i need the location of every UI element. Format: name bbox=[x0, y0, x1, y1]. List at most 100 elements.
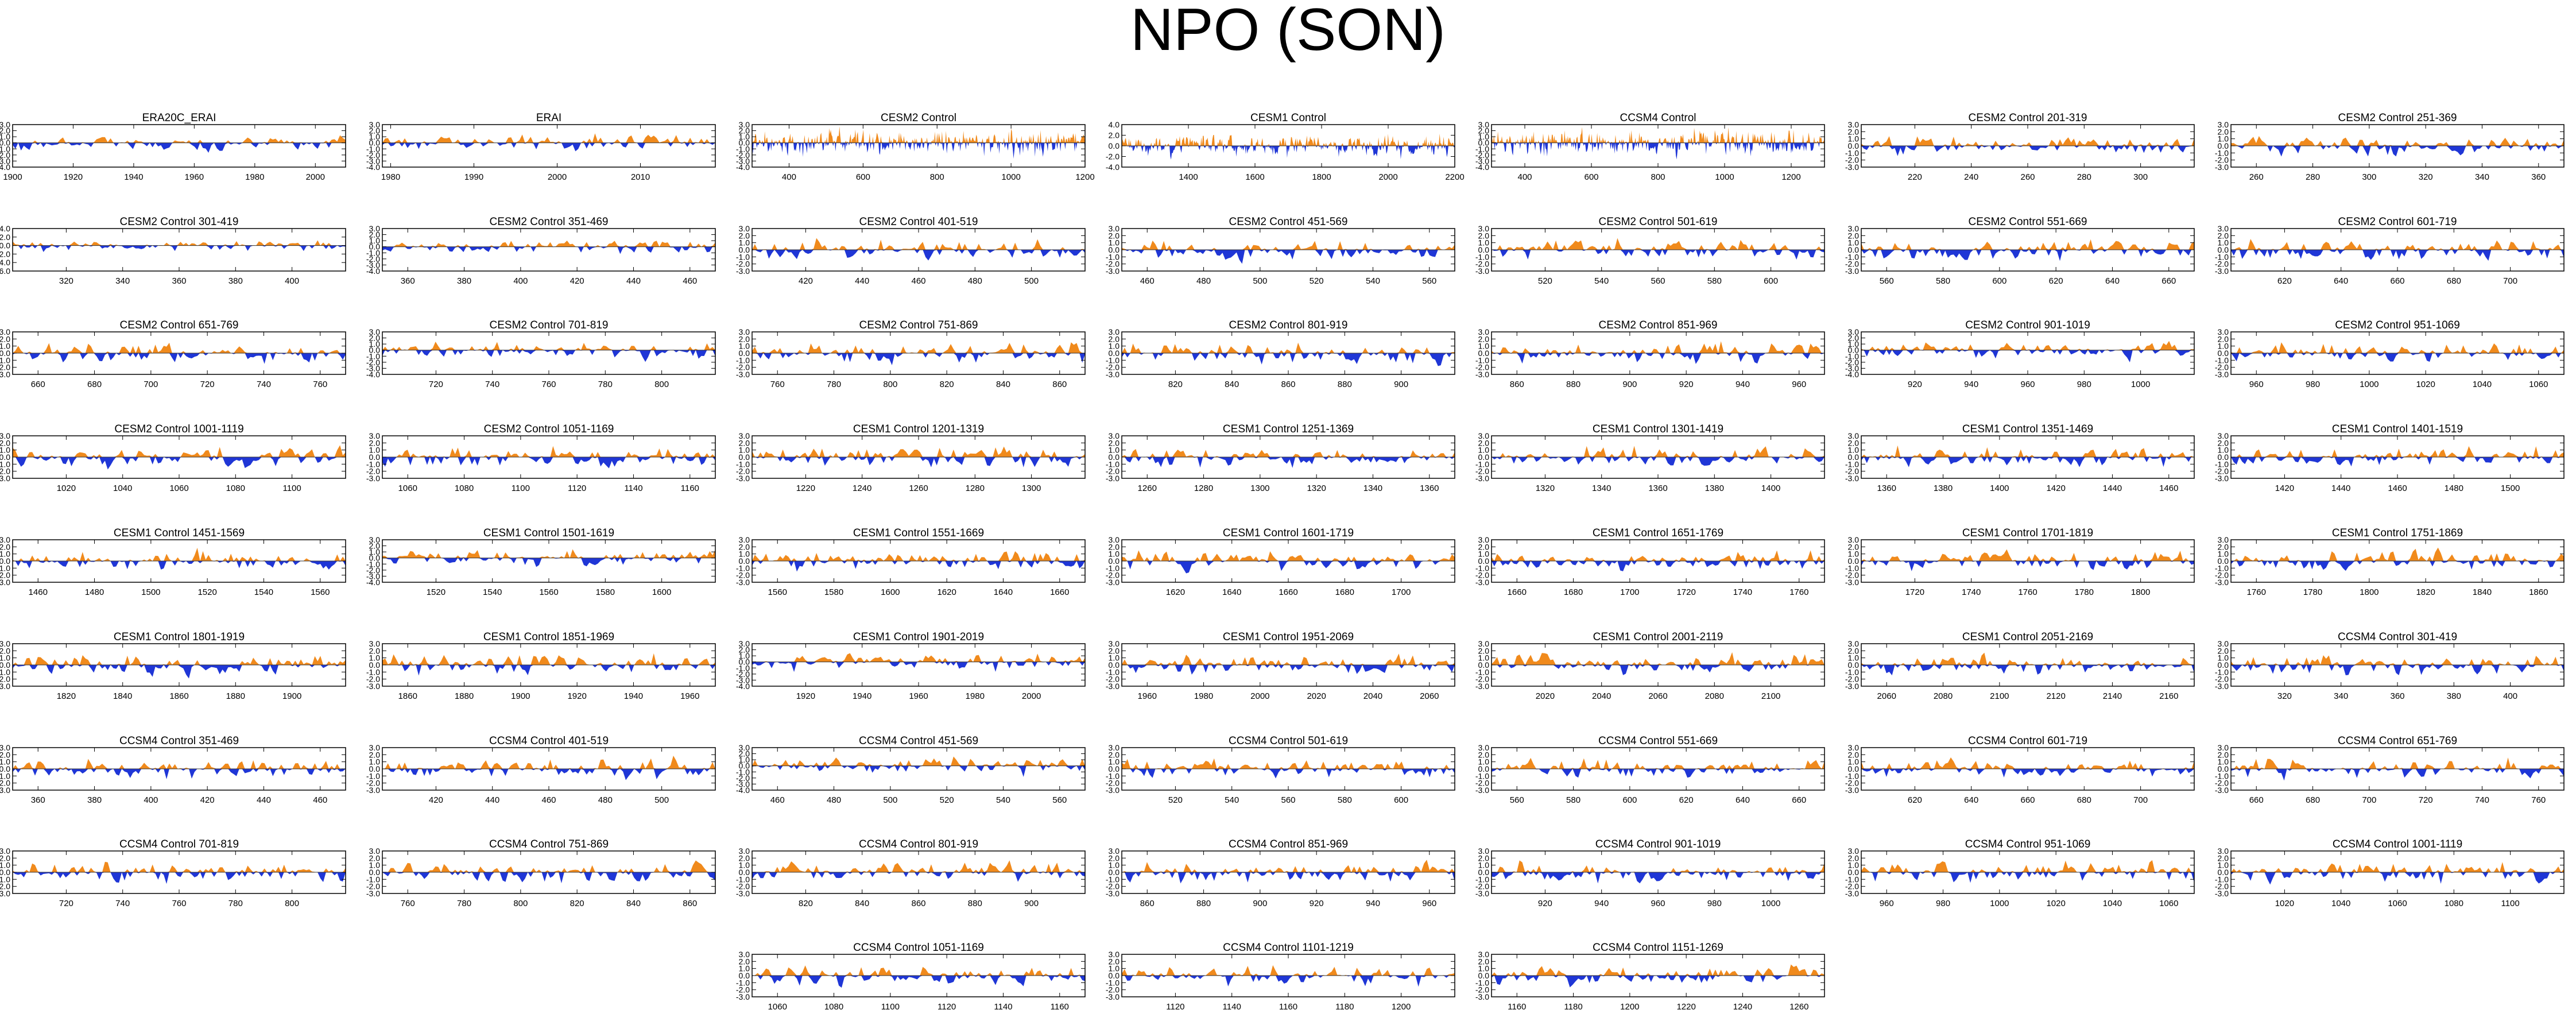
positive-area bbox=[382, 860, 715, 872]
y-tick-label: -3.0 bbox=[1475, 889, 1489, 898]
y-tick-label: 1.0 bbox=[1478, 757, 1490, 767]
negative-area bbox=[752, 561, 1085, 572]
x-tick-label: 740 bbox=[485, 380, 499, 389]
y-tick-label: -2.0 bbox=[366, 254, 380, 264]
panel-title: CCSM4 Control 1101-1219 bbox=[1223, 942, 1354, 954]
x-tick-label: 640 bbox=[2105, 276, 2120, 286]
x-tick-label: 720 bbox=[429, 380, 443, 389]
chart-panel: CCSM4 Control 751-869 -3.0-2.0-1.00.01.02… bbox=[366, 838, 716, 908]
y-tick-label: 1.0 bbox=[1109, 342, 1120, 351]
x-tick-label: 560 bbox=[1422, 276, 1436, 286]
y-tick-label: 1.0 bbox=[1848, 446, 1860, 455]
negative-area bbox=[2231, 561, 2564, 571]
x-tick-label: 960 bbox=[2020, 380, 2035, 389]
chart-panel: CESM1 Control 1801-1919 -3.0-2.0-1.00.01.… bbox=[0, 631, 346, 701]
y-tick-label: 0.0 bbox=[1478, 868, 1490, 877]
negative-area bbox=[1492, 457, 1824, 466]
x-tick-label: 500 bbox=[1024, 276, 1039, 286]
y-tick-label: -2.0 bbox=[736, 363, 750, 372]
negative-area bbox=[1122, 872, 1455, 884]
positive-area bbox=[13, 135, 346, 143]
y-tick-label: -1.0 bbox=[0, 667, 10, 676]
y-tick-label: 0.0 bbox=[0, 556, 10, 566]
y-tick-label: 0.0 bbox=[0, 868, 10, 877]
y-tick-label: -2.0 bbox=[1475, 882, 1489, 891]
y-tick-label: -3.0 bbox=[2215, 682, 2229, 691]
x-tick-label: 2060 bbox=[1877, 691, 1896, 701]
negative-area bbox=[1492, 665, 1824, 675]
y-tick-label: 1.0 bbox=[1848, 550, 1860, 559]
x-tick-label: 2200 bbox=[1445, 172, 1464, 182]
y-tick-label: 2.0 bbox=[0, 750, 10, 759]
x-tick-label: 700 bbox=[144, 380, 158, 389]
y-tick-label: 1.0 bbox=[2218, 653, 2229, 663]
x-tick-label: 1120 bbox=[938, 1002, 956, 1012]
y-tick-label: -4.0 bbox=[366, 370, 380, 379]
y-tick-label: -1.0 bbox=[1845, 148, 1859, 157]
positive-area bbox=[1861, 445, 2194, 457]
y-tick-label: -1.0 bbox=[1845, 252, 1859, 261]
y-tick-label: -1.0 bbox=[1475, 978, 1489, 987]
y-tick-label: 2.0 bbox=[1848, 438, 1860, 447]
x-tick-label: 1700 bbox=[1392, 587, 1411, 597]
y-tick-label: -3.0 bbox=[1845, 266, 1859, 276]
x-tick-label: 900 bbox=[1024, 899, 1039, 908]
x-tick-label: 560 bbox=[1651, 276, 1665, 286]
panel-title: CCSM4 Control 1051-1169 bbox=[853, 942, 984, 954]
x-tick-label: 2000 bbox=[306, 172, 325, 182]
x-tick-label: 1420 bbox=[2275, 483, 2294, 493]
x-tick-label: 1000 bbox=[1001, 172, 1020, 182]
x-tick-label: 880 bbox=[1196, 899, 1211, 908]
x-tick-label: 1660 bbox=[1508, 587, 1527, 597]
y-tick-label: 3.0 bbox=[0, 431, 10, 440]
y-tick-label: -2.0 bbox=[1106, 985, 1120, 995]
y-tick-label: -1.0 bbox=[1106, 252, 1120, 261]
y-tick-label: -3.0 bbox=[1845, 474, 1859, 483]
x-tick-label: 1460 bbox=[2388, 483, 2407, 493]
chart-panel: CESM2 Control 601-719 -3.0-2.0-1.00.01.02… bbox=[2215, 216, 2565, 286]
y-tick-label: 3.0 bbox=[0, 846, 10, 856]
x-tick-label: 360 bbox=[401, 276, 415, 286]
positive-area bbox=[1492, 341, 1824, 353]
y-tick-label: 0.0 bbox=[1109, 245, 1120, 254]
x-tick-label: 2000 bbox=[1250, 691, 1269, 701]
y-tick-label: 3.0 bbox=[739, 639, 750, 648]
y-tick-label: -1.0 bbox=[736, 563, 750, 572]
x-tick-label: 1600 bbox=[1245, 172, 1264, 182]
positive-area bbox=[1861, 652, 2194, 665]
chart-panel: CCSM4 Control 951-1069 -3.0-2.0-1.00.01.0… bbox=[1845, 838, 2195, 908]
y-tick-label: 2.0 bbox=[1478, 231, 1490, 240]
y-tick-label: 2.0 bbox=[739, 957, 750, 966]
y-tick-label: 2.0 bbox=[739, 438, 750, 447]
x-tick-label: 1360 bbox=[1648, 483, 1667, 493]
y-tick-label: -3.0 bbox=[2215, 474, 2229, 483]
y-tick-label: 1.0 bbox=[0, 132, 10, 141]
y-tick-label: 1.0 bbox=[1478, 446, 1490, 455]
y-tick-label: 0.0 bbox=[1478, 764, 1490, 773]
y-tick-label: 2.0 bbox=[369, 438, 381, 447]
panel-title: CESM2 Control bbox=[881, 112, 956, 124]
negative-area bbox=[1492, 250, 1824, 260]
x-tick-label: 400 bbox=[782, 172, 796, 182]
x-tick-label: 480 bbox=[598, 795, 613, 805]
negative-area bbox=[382, 142, 715, 152]
x-tick-label: 2040 bbox=[1592, 691, 1611, 701]
x-tick-label: 1160 bbox=[1508, 1002, 1526, 1012]
y-tick-label: -2.0 bbox=[1845, 358, 1859, 367]
y-tick-label: -3.0 bbox=[1475, 156, 1489, 165]
y-tick-label: 2.0 bbox=[1109, 750, 1120, 759]
y-tick-label: -2.0 bbox=[2215, 156, 2229, 165]
y-tick-label: 3.0 bbox=[1109, 846, 1120, 856]
negative-area bbox=[1492, 353, 1824, 364]
x-tick-label: 1400 bbox=[1179, 172, 1198, 182]
x-tick-label: 260 bbox=[2020, 172, 2035, 182]
y-tick-label: -4.0 bbox=[1845, 370, 1859, 379]
y-tick-label: 3.0 bbox=[2218, 327, 2229, 336]
x-tick-label: 900 bbox=[1394, 380, 1408, 389]
y-tick-label: 1.0 bbox=[739, 651, 750, 660]
y-tick-label: -1.0 bbox=[366, 875, 380, 884]
positive-area bbox=[752, 446, 1085, 457]
panel-title: CESM1 Control 1901-2019 bbox=[853, 631, 984, 643]
y-tick-label: -3.0 bbox=[736, 992, 750, 1001]
y-tick-label: 2.0 bbox=[1109, 646, 1120, 655]
